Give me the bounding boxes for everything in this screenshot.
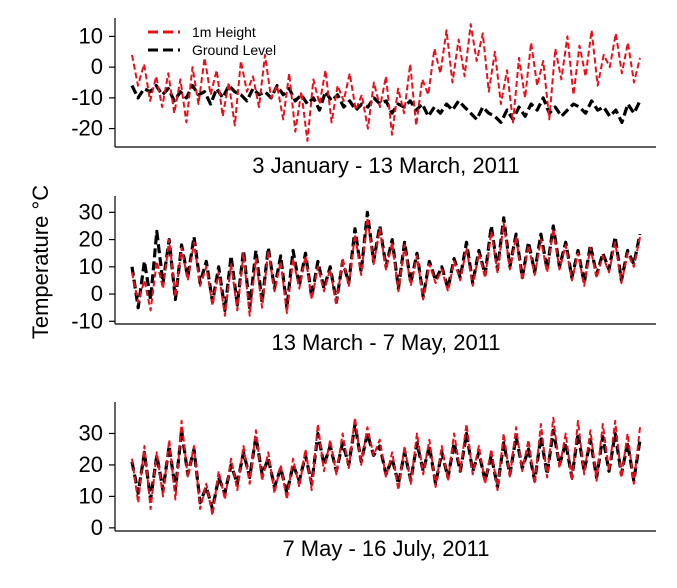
panel-2-ytick-label: 20 <box>79 452 103 477</box>
panel-1-ytick-label: 30 <box>79 199 103 224</box>
panel-0-series-ground-level <box>130 83 642 125</box>
panel-2-series-1m-height <box>131 416 641 517</box>
legend-label-1m-height: 1m Height <box>192 24 256 40</box>
panel-0-ytick-label: 0 <box>91 54 103 79</box>
panel-0-xlabel: 3 January - 13 March, 2011 <box>252 153 519 178</box>
legend: 1m Height Ground Level <box>148 24 276 58</box>
panel-1-xlabel: 13 March - 7 May, 2011 <box>271 330 500 355</box>
panel-1-ytick-label: -10 <box>71 308 103 333</box>
panel-jan-mar: 3 January - 13 March, 2011 10 0 -10 -20 <box>71 18 656 178</box>
legend-label-ground-level: Ground Level <box>192 42 276 58</box>
panel-0-ytick-label: -20 <box>71 116 103 141</box>
panel-1-ytick-label: 0 <box>91 281 103 306</box>
panel-may-jul: 7 May - 16 July, 2011 30 20 10 0 <box>79 402 656 561</box>
y-axis-label: Temperature °C <box>28 185 53 339</box>
panel-1-series-1m-height <box>131 216 641 317</box>
panel-2-ytick-label: 0 <box>91 515 103 540</box>
panel-0-ytick-label: -10 <box>71 85 103 110</box>
panel-2-xlabel: 7 May - 16 July, 2011 <box>282 536 489 561</box>
panel-2-ytick-label: 10 <box>79 483 103 508</box>
panel-1-series-ground-level <box>130 210 642 312</box>
panel-0-ytick-label: 10 <box>79 23 103 48</box>
panel-2-ytick-label: 30 <box>79 420 103 445</box>
panel-1-ytick-label: 10 <box>79 254 103 279</box>
panel-1-ytick-label: 20 <box>79 227 103 252</box>
